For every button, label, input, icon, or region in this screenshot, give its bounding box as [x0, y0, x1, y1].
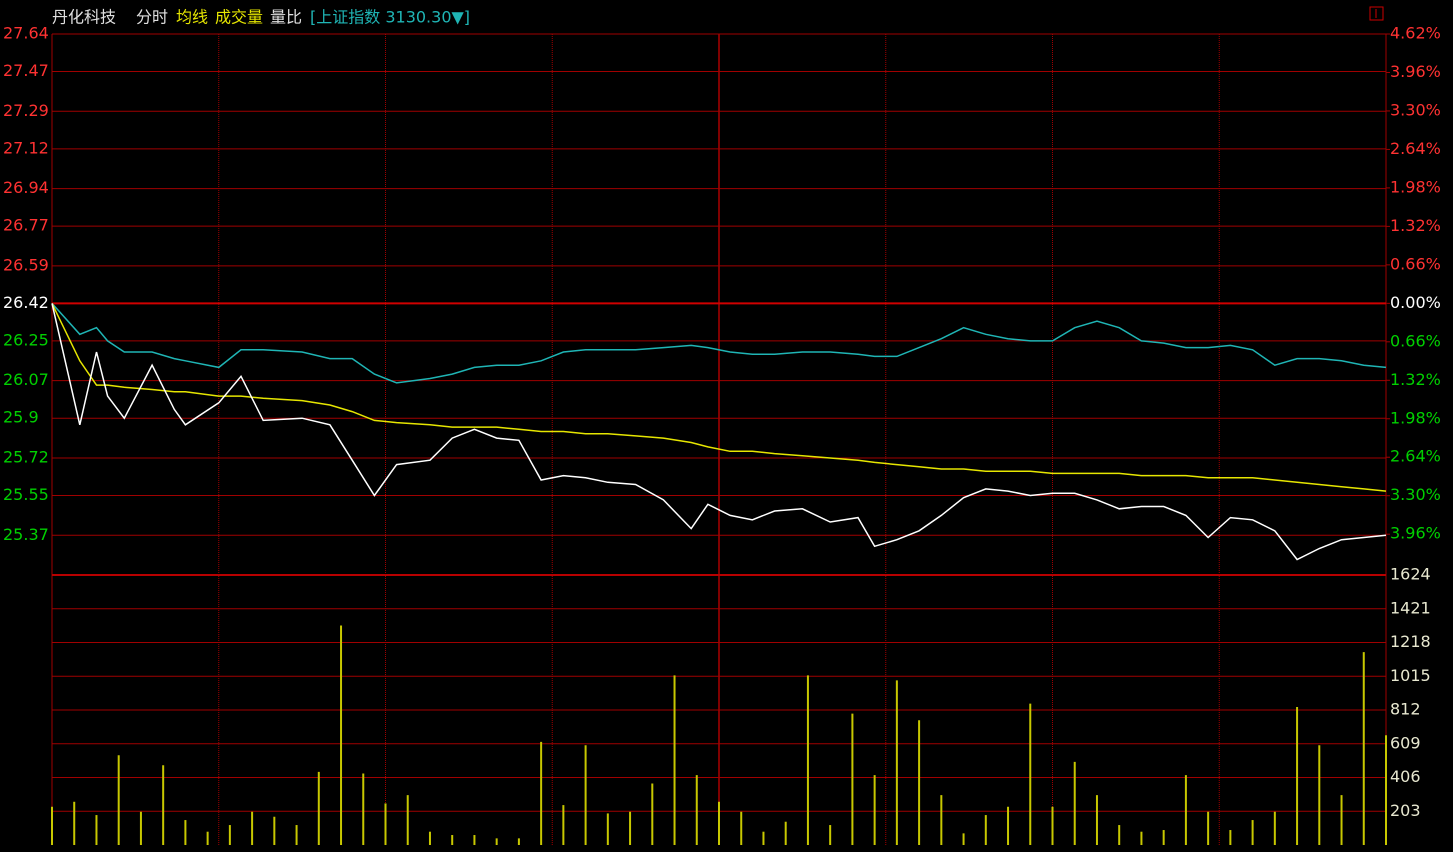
y-tick-label: 406	[1390, 767, 1421, 786]
y-tick-label: 27.29	[3, 101, 49, 120]
y2-tick-label: 0.66%	[1390, 331, 1441, 350]
y-tick-label: 27.12	[3, 138, 49, 157]
y2-tick-label: 3.96%	[1390, 62, 1441, 81]
y-tick-label: 609	[1390, 733, 1421, 752]
y-tick-label: 26.07	[3, 370, 49, 389]
y-tick-label: 26.77	[3, 216, 49, 235]
y2-tick-label: 1.32%	[1390, 370, 1441, 389]
y-tick-label: 25.9	[3, 408, 39, 427]
y-tick-label: 25.72	[3, 447, 49, 466]
grid: 27.64 27.47 27.29 27.12 26.94 26.77 26.59 26.42…	[3, 24, 1441, 845]
y2-tick-label: 0.00%	[1390, 293, 1441, 312]
header-item[interactable]: 量比	[270, 8, 302, 27]
y-tick-label: 812	[1390, 700, 1421, 719]
price-line	[51, 302, 1387, 384]
y2-tick-label: 3.30%	[1390, 100, 1441, 119]
y2-tick-label: 1.32%	[1390, 216, 1441, 235]
header-item[interactable]: 成交量	[215, 8, 263, 27]
y-tick-label: 1421	[1390, 598, 1431, 617]
y-tick-label: 1015	[1390, 666, 1431, 685]
y-tick-label: 203	[1390, 801, 1421, 820]
y-tick-label: 25.37	[3, 525, 49, 544]
y-tick-label: 26.42	[3, 293, 49, 312]
y-tick-label: 25.55	[3, 485, 49, 504]
header-item[interactable]: 均线	[176, 8, 208, 27]
marks	[51, 302, 1387, 845]
y-tick-label: 26.94	[3, 178, 49, 197]
y2-tick-label: 2.64%	[1390, 139, 1441, 158]
window-button[interactable]	[1369, 6, 1384, 21]
header-item[interactable]: 分时	[136, 8, 168, 27]
y-tick-label: 27.47	[3, 61, 49, 80]
price-line	[51, 303, 1387, 492]
y2-tick-label: 2.64%	[1390, 447, 1441, 466]
y2-tick-label: 0.66%	[1390, 254, 1441, 273]
y-tick-label: 26.25	[3, 330, 49, 349]
index-quote[interactable]: [上证指数 3130.30▼]	[310, 8, 470, 27]
y-tick-label: 26.59	[3, 255, 49, 274]
stock-name: 丹化科技	[52, 8, 116, 27]
y2-tick-label: 1.98%	[1390, 177, 1441, 196]
price-line	[51, 303, 1387, 561]
y2-tick-label: 3.30%	[1390, 485, 1441, 504]
y-tick-label: 27.64	[3, 24, 49, 43]
y2-tick-label: 4.62%	[1390, 24, 1441, 43]
y2-tick-label: 1.98%	[1390, 408, 1441, 427]
y2-tick-label: 3.96%	[1390, 524, 1441, 543]
y-tick-label: 1218	[1390, 632, 1431, 651]
y-tick-label: 1624	[1390, 565, 1431, 584]
